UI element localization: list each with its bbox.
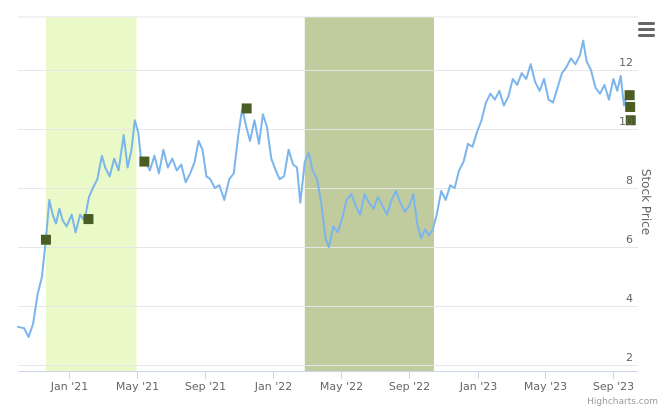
y-tick-label-4: 4 xyxy=(626,292,633,305)
y-tick-label-12: 12 xyxy=(619,56,633,69)
hamburger-menu-icon[interactable] xyxy=(638,22,655,37)
y-gridlines xyxy=(18,16,638,366)
event-marker-7 xyxy=(625,115,636,126)
event-marker-6 xyxy=(625,101,636,112)
x-tick-label-5: May '22 xyxy=(320,380,363,393)
x-axis-tick-labels: Jan '21 May '21 Sep '21 Jan '22 May '22 Sep '… xyxy=(50,371,634,393)
x-tick-label-3: Sep '21 xyxy=(185,380,226,393)
x-tick-label-6: Sep '22 xyxy=(389,380,430,393)
event-markers xyxy=(40,90,636,245)
y-tick-label-2: 2 xyxy=(626,351,633,364)
event-marker-4 xyxy=(241,103,252,114)
event-marker-5 xyxy=(624,90,635,101)
x-tick-label-2: May '21 xyxy=(116,380,159,393)
y-tick-label-6: 6 xyxy=(626,233,633,246)
price-series xyxy=(17,39,629,339)
x-tick-label-4: Jan '22 xyxy=(254,380,292,393)
y-axis-title: Stock Price xyxy=(639,169,653,235)
menu-bar-bottom xyxy=(638,34,655,37)
menu-bar-middle xyxy=(638,28,655,31)
x-tick-label-7: Jan '23 xyxy=(459,380,497,393)
x-tick-label-8: May '23 xyxy=(524,380,567,393)
series-line-1 xyxy=(17,39,629,339)
y-tick-label-8: 8 xyxy=(626,174,633,187)
event-marker-2 xyxy=(83,214,94,225)
menu-bar-top xyxy=(638,22,655,25)
x-tick-label-1: Jan '21 xyxy=(50,380,88,393)
y-axis-tick-labels: 2 4 6 8 10 12 xyxy=(619,56,633,364)
event-marker-1 xyxy=(40,234,51,245)
x-tick-label-9: Sep '23 xyxy=(593,380,634,393)
credits-link[interactable]: Highcharts.com xyxy=(587,397,658,407)
y-tick-label-10: 10 xyxy=(619,115,633,128)
event-marker-3 xyxy=(139,156,150,167)
